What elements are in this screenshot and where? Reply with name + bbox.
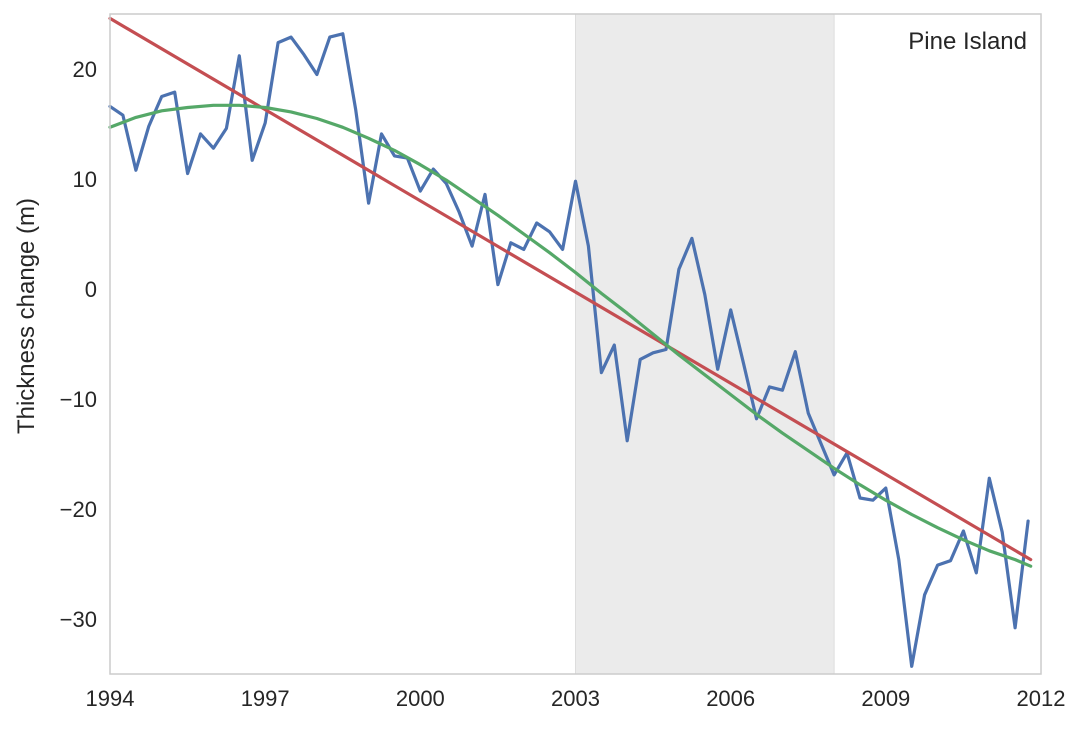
x-tick-label: 2003 xyxy=(551,686,600,711)
y-axis-label: Thickness change (m) xyxy=(13,198,40,434)
x-tick-label: 1994 xyxy=(86,686,135,711)
x-tick-label: 2006 xyxy=(706,686,755,711)
x-tick-label: 1997 xyxy=(241,686,290,711)
polynomial-fit-line xyxy=(108,103,1033,568)
y-tick-label: 10 xyxy=(73,167,97,192)
chart-annotation: Pine Island xyxy=(908,28,1027,55)
y-tick-label: −20 xyxy=(60,497,97,522)
y-tick-label: −10 xyxy=(60,387,97,412)
x-tick-label: 2009 xyxy=(861,686,910,711)
shaded-period xyxy=(575,13,835,675)
y-tick-label: 20 xyxy=(73,57,97,82)
shaded-region-layer xyxy=(575,13,835,675)
y-tick-label: 0 xyxy=(85,277,97,302)
observed-thickness-line xyxy=(108,32,1030,668)
plot-frame xyxy=(109,13,1042,675)
y-tick-label: −30 xyxy=(60,607,97,632)
x-tick-labels: 1994 1997 2000 2003 2006 2009 2012 xyxy=(86,686,1066,711)
x-tick-label: 2012 xyxy=(1017,686,1066,711)
y-tick-labels: 20 10 0 −10 −20 −30 xyxy=(60,57,97,632)
x-tick-label: 2000 xyxy=(396,686,445,711)
series-layer xyxy=(108,16,1033,668)
